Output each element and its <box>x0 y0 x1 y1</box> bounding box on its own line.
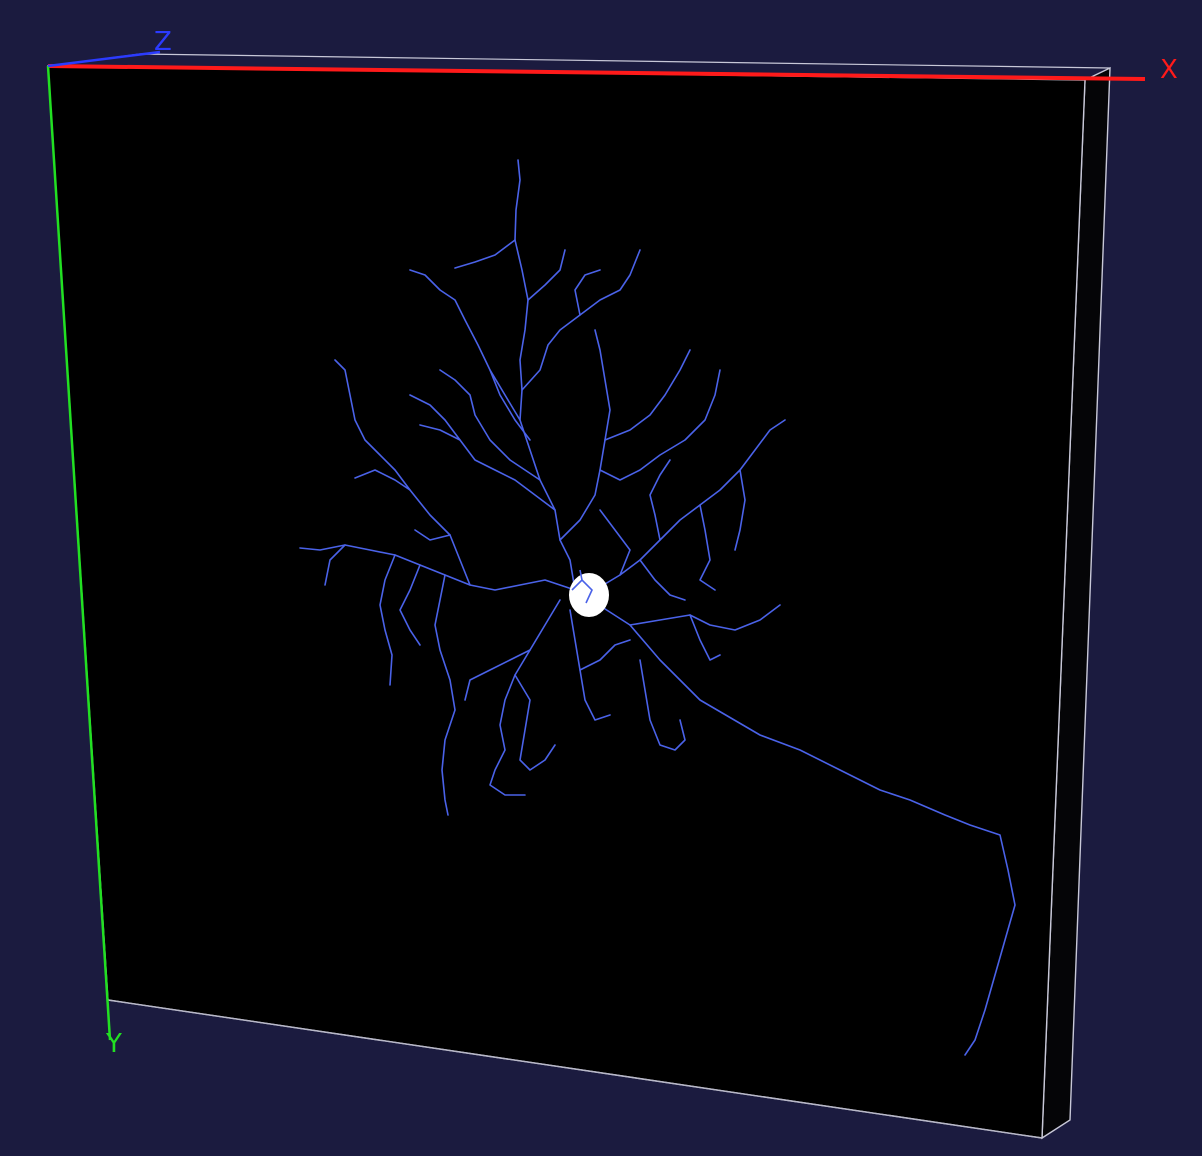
soma[interactable] <box>569 569 609 617</box>
dendrite-branch <box>649 459 671 541</box>
dendrite-branch <box>439 369 541 481</box>
y-axis-line <box>46 65 112 1041</box>
volume-front-face <box>47 65 1086 1139</box>
dendrite-branch <box>569 609 611 721</box>
z-axis-label: Z <box>154 27 172 57</box>
dendrite-branch <box>639 659 686 751</box>
dendrite-branch <box>629 604 781 631</box>
neuron-reconstruction[interactable] <box>299 159 1016 1056</box>
dendrite-branch <box>409 269 521 421</box>
x-axis-line <box>47 64 1146 81</box>
dendrite-branch <box>454 239 516 269</box>
dendrite-branch <box>599 369 721 481</box>
dendrite-branch <box>379 554 396 686</box>
z-axis-line <box>47 50 161 68</box>
axes-gizmo: X Y Z <box>46 27 1178 1059</box>
dendrite-branch <box>734 469 746 551</box>
dendrite-branch <box>689 614 721 661</box>
dendrite-branch <box>699 504 716 591</box>
y-axis-label: Y <box>105 1029 122 1059</box>
soma-outline <box>571 569 593 604</box>
dendrite-branch <box>514 674 556 771</box>
dendrite-branch <box>639 559 686 601</box>
volume-bottom-edge <box>107 999 1043 1139</box>
x-axis-label: X <box>1160 55 1178 85</box>
dendrite-branch <box>434 574 456 816</box>
dendrite-branch <box>324 544 346 586</box>
dendrite-branch <box>489 599 561 796</box>
volume-top-edge <box>139 53 1111 69</box>
dendrite-branch <box>527 249 566 301</box>
dendrite-branch <box>489 369 531 441</box>
dendrite-branch <box>299 544 576 591</box>
dendrite-branch <box>399 564 421 646</box>
dendrite-branch <box>579 639 631 671</box>
dendrite-branch <box>604 349 691 441</box>
dendrite-branch <box>599 509 631 576</box>
dendrite-branch <box>464 649 531 701</box>
dendrite-branch <box>409 394 556 511</box>
axon-branch <box>587 597 1016 1056</box>
dendrite-branch <box>354 469 411 491</box>
dendrite-branch <box>574 269 601 316</box>
dendrite-branch <box>334 359 471 586</box>
dendrite-branch <box>514 159 576 591</box>
dendrite-branch <box>414 529 451 541</box>
dendrite-branch <box>419 424 461 441</box>
